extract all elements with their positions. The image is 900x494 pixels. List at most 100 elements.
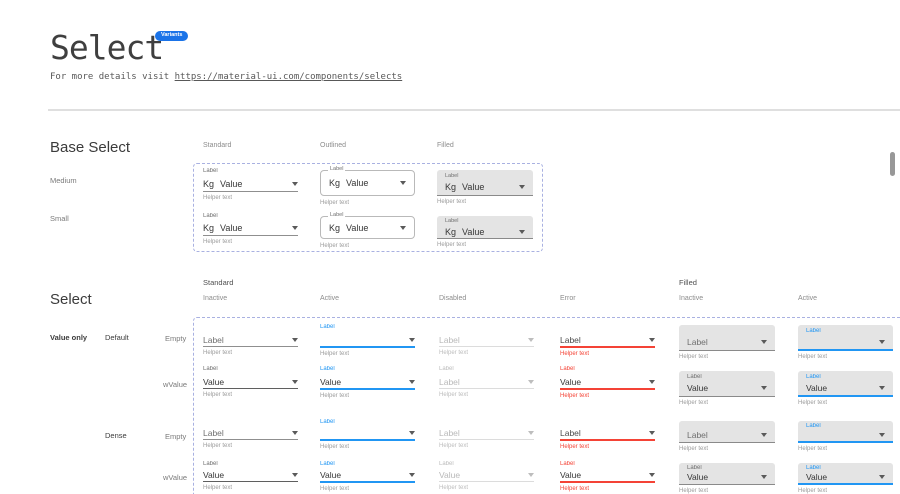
select-filled-active-default-empty[interactable]: Label Helper text	[798, 325, 893, 360]
select-floating-label: Label	[560, 366, 575, 372]
filled-select-box[interactable]: Label	[679, 325, 775, 351]
select-standard-active-dense-empty[interactable]: Label Helper text	[320, 419, 415, 450]
select-standard-active-default-empty[interactable]: Label Helper text	[320, 324, 415, 357]
select-standard-disabled-default-empty[interactable]: Label Helper text	[439, 324, 534, 356]
dropdown-arrow-icon	[649, 337, 655, 342]
select-label: Label	[328, 212, 346, 219]
filled-select-box[interactable]: Label Value	[679, 463, 775, 485]
dropdown-arrow-icon	[761, 385, 767, 390]
select-standard-disabled-default-wvalue[interactable]: Label Label Helper text	[439, 366, 534, 398]
dropdown-arrow-icon	[879, 339, 885, 344]
select-standard-inactive-dense-empty[interactable]: Label Helper text	[203, 419, 298, 449]
kind-label-empty-dense: Empty	[165, 432, 187, 441]
select-helper-text: Helper text	[320, 486, 350, 492]
filled-select-box[interactable]: Label Value	[798, 371, 893, 397]
select-display-text: Value	[560, 376, 582, 387]
select-standard-active-dense-wvalue[interactable]: Label Value Helper text	[320, 461, 415, 492]
docs-link[interactable]: https://material-ui.com/components/selec…	[174, 72, 403, 82]
select-filled-inactive-dense-wvalue[interactable]: Label Value Helper text	[679, 463, 775, 494]
select-helper-text: Helper text	[439, 443, 469, 449]
select-filled-inactive-default-wvalue[interactable]: Label Value Helper text	[679, 371, 775, 406]
state-header-inactive: Inactive	[203, 295, 228, 302]
scrollbar-thumb[interactable]	[890, 152, 895, 176]
select-helper-text: Helper text	[203, 485, 233, 491]
select-value: Label	[560, 333, 655, 346]
select-standard-inactive-default-wvalue[interactable]: Label Value Helper text	[203, 366, 298, 398]
select-helper-text: Helper text	[320, 243, 350, 249]
select-floating-label	[439, 324, 534, 333]
select-standard-disabled-dense-wvalue[interactable]: Label Value Helper text	[439, 461, 534, 491]
select-helper-text: Helper text	[320, 444, 350, 450]
base-filled-medium-select[interactable]: Label Kg Value Helper text	[437, 170, 533, 205]
select-underline	[203, 235, 298, 236]
select-value: Value	[687, 381, 767, 394]
select-standard-error-default-wvalue[interactable]: Label Value Helper text	[560, 366, 655, 399]
select-floating-label: Label	[203, 461, 218, 467]
select-helper-text: Helper text	[203, 195, 233, 201]
select-underline	[560, 439, 655, 441]
dropdown-arrow-icon	[292, 181, 298, 186]
dropdown-arrow-icon	[400, 225, 406, 230]
filled-select-box[interactable]: Label	[798, 325, 893, 351]
select-standard-inactive-dense-wvalue[interactable]: Label Value Helper text	[203, 461, 298, 491]
select-standard-error-default-empty[interactable]: Label Helper text	[560, 324, 655, 357]
select-helper-text: Helper text	[437, 199, 467, 205]
select-filled-inactive-dense-empty[interactable]: Label Helper text	[679, 421, 775, 452]
row-label-small: Small	[50, 214, 69, 223]
row-group-value-only: Value only	[50, 333, 88, 342]
base-filled-small-select[interactable]: Label Kg Value Helper text	[437, 216, 533, 248]
base-outlined-medium-select[interactable]: Label Kg Value	[320, 166, 415, 196]
select-filled-inactive-default-empty[interactable]: Label Helper text	[679, 325, 775, 360]
select-helper-text: Helper text	[798, 446, 828, 452]
select-floating-label: Label	[320, 461, 335, 467]
select-display-text: Value	[806, 382, 828, 393]
dropdown-arrow-icon	[879, 475, 885, 479]
filled-select-box[interactable]: Label Value	[798, 463, 893, 485]
dropdown-arrow-icon	[528, 431, 534, 435]
select-value	[806, 429, 885, 441]
select-display-text: Label	[439, 428, 460, 438]
select-standard-error-dense-empty[interactable]: Label Helper text	[560, 419, 655, 450]
select-value-text: Value	[346, 178, 369, 188]
dropdown-arrow-icon	[649, 473, 655, 477]
select-underline	[320, 346, 415, 348]
select-standard-disabled-dense-empty[interactable]: Label Helper text	[439, 419, 534, 449]
select-filled-active-default-wvalue[interactable]: Label Value Helper text	[798, 371, 893, 406]
select-display-text: Value	[806, 472, 828, 482]
select-underline	[439, 346, 534, 347]
column-header-standard: Standard	[203, 142, 232, 149]
select-floating-label: Label	[806, 423, 821, 429]
select-display-text: Value	[687, 472, 709, 482]
base-outlined-small-select[interactable]: Label Kg Value	[320, 212, 415, 239]
base-standard-small-select[interactable]: Label Kg Value Helper text	[203, 213, 298, 245]
dropdown-arrow-icon	[649, 379, 655, 384]
filled-select-box[interactable]: Label	[798, 421, 893, 443]
select-filled-active-dense-wvalue[interactable]: Label Value Helper text	[798, 463, 893, 494]
base-standard-medium-select[interactable]: Label Kg Value Helper text	[203, 168, 298, 201]
variants-badge: Variants	[155, 31, 189, 41]
select-helper-text: Helper text	[439, 485, 469, 491]
select-standard-active-default-wvalue[interactable]: Label Value Helper text	[320, 366, 415, 399]
select-value: Value	[806, 381, 885, 394]
dropdown-arrow-icon	[409, 337, 415, 342]
filled-select-box[interactable]: Label Value	[679, 371, 775, 397]
select-standard-error-dense-wvalue[interactable]: Label Value Helper text	[560, 461, 655, 492]
kind-label-wvalue-default: wValue	[163, 380, 188, 389]
select-underline	[320, 388, 415, 390]
select-underline	[439, 481, 534, 482]
dropdown-arrow-icon	[519, 185, 525, 189]
dropdown-arrow-icon	[292, 473, 298, 477]
dropdown-arrow-icon	[292, 379, 298, 384]
select-standard-inactive-default-empty[interactable]: Label Helper text	[203, 324, 298, 356]
filled-select-box[interactable]: Label	[679, 421, 775, 443]
dropdown-arrow-icon	[292, 337, 298, 342]
select-underline	[203, 191, 298, 192]
select-floating-label: Label	[806, 328, 821, 334]
select-filled-active-dense-empty[interactable]: Label Helper text	[798, 421, 893, 452]
select-label: Label	[203, 168, 218, 174]
dropdown-arrow-icon	[761, 339, 767, 344]
kind-label-empty-default: Empty	[165, 334, 187, 343]
select-floating-label: Label	[320, 324, 335, 330]
select-display-text: Label	[687, 430, 708, 440]
select-underline	[203, 388, 298, 389]
